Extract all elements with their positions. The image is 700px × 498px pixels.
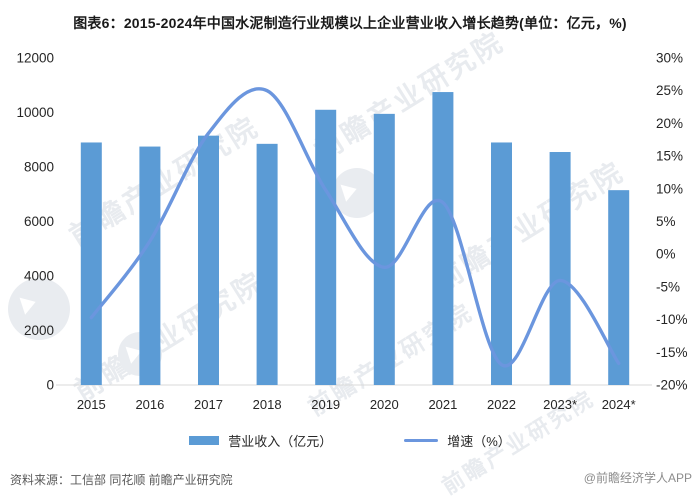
revenue-bar (373, 113, 395, 386)
right-axis-tick: 0% (656, 247, 676, 262)
x-axis-label: 2022 (487, 397, 516, 412)
left-axis-tick: 2000 (24, 323, 54, 338)
revenue-bar (198, 135, 219, 385)
revenue-bar (432, 92, 454, 385)
right-axis-tick: -20% (656, 378, 688, 393)
revenue-bar (256, 143, 278, 385)
x-axis-label: 2016 (135, 397, 164, 412)
revenue-bar (80, 142, 102, 385)
growth-line (89, 87, 621, 368)
chart-title: 图表6：2015-2024年中国水泥制造行业规模以上企业营业收入增长趋势(单位：… (73, 15, 627, 31)
bar-swatch-icon (189, 436, 220, 445)
left-axis-tick: 12000 (16, 51, 54, 66)
x-axis-label: 2015 (77, 397, 106, 412)
revenue-bar (491, 142, 512, 385)
data-source-note: 资料来源：工信部 同花顺 前瞻产业研究院 (10, 473, 233, 487)
right-axis-tick: -10% (656, 312, 688, 327)
x-axis-label: 2017 (194, 397, 223, 412)
left-axis-tick: 8000 (24, 160, 54, 175)
right-axis-tick: 5% (656, 214, 676, 229)
chart-legend: 营业收入（亿元） 增速（%） (0, 431, 700, 450)
x-axis-label: 2024* (602, 397, 636, 412)
line-swatch-icon (404, 439, 439, 442)
left-axis-tick: 6000 (24, 214, 54, 229)
left-axis-tick: 0 (46, 378, 54, 393)
right-axis-tick: 25% (656, 83, 683, 98)
legend-item-revenue: 营业收入（亿元） (189, 431, 332, 450)
legend-item-growth: 增速（%） (404, 431, 511, 450)
right-axis-tick: 30% (656, 51, 683, 66)
right-axis-tick: 20% (656, 116, 683, 131)
right-axis-tick: 15% (656, 149, 683, 164)
brand-credit: @前瞻经济学人APP (583, 471, 692, 485)
left-axis-tick: 4000 (24, 269, 54, 284)
revenue-bar (608, 190, 630, 385)
revenue-bar (315, 109, 337, 386)
watermark-logo-icon (332, 168, 382, 218)
revenue-bar (549, 152, 571, 385)
x-axis-label: 2018 (253, 397, 282, 412)
x-axis-label: 2021 (428, 397, 457, 412)
x-axis-label: 2019 (311, 397, 340, 412)
left-axis-tick: 10000 (16, 105, 54, 120)
legend-label-revenue: 营业收入（亿元） (228, 434, 333, 449)
x-axis-label: 2023* (543, 397, 577, 412)
right-axis-tick: -5% (656, 279, 680, 294)
right-axis-tick: -15% (656, 345, 688, 360)
right-axis-tick: 10% (656, 181, 683, 196)
legend-label-growth: 增速（%） (447, 434, 511, 449)
chart-canvas: 0 2000 4000 6000 8000 10000 12000 -20% -15% -10% -… (16, 51, 688, 413)
revenue-bar (139, 146, 161, 385)
watermark-logo-icon (8, 278, 70, 340)
x-axis-label: 2020 (370, 397, 399, 412)
